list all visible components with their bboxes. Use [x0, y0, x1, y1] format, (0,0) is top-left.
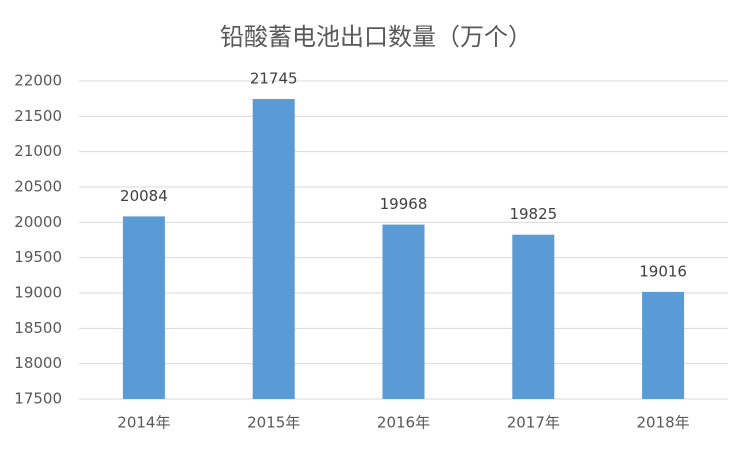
y-tick-label: 22000 — [14, 72, 62, 90]
y-tick-label: 18500 — [14, 319, 62, 337]
x-tick-label: 2015年 — [247, 414, 300, 432]
data-label: 19825 — [509, 205, 557, 223]
x-tick-label: 2017年 — [507, 414, 560, 432]
y-tick-label: 20500 — [14, 178, 62, 196]
bar — [122, 216, 165, 399]
bar — [512, 234, 555, 399]
data-label: 19968 — [380, 195, 428, 213]
y-tick-label: 18000 — [14, 354, 62, 372]
x-tick-label: 2016年 — [377, 414, 430, 432]
data-label: 19016 — [639, 262, 687, 280]
data-label: 21745 — [250, 70, 298, 88]
chart-title: 铅酸蓄电池出口数量（万个） — [220, 23, 532, 51]
bar — [382, 224, 425, 399]
y-tick-label: 19500 — [14, 248, 62, 266]
y-tick-label: 21500 — [14, 107, 62, 125]
bar — [642, 291, 685, 399]
y-tick-label: 21000 — [14, 142, 62, 160]
x-tick-label: 2018年 — [637, 414, 690, 432]
y-tick-label: 19000 — [14, 284, 62, 302]
data-label: 20084 — [120, 187, 168, 205]
y-tick-label: 20000 — [14, 213, 62, 231]
bar — [252, 99, 295, 400]
y-tick-label: 17500 — [14, 390, 62, 408]
x-tick-label: 2014年 — [117, 414, 170, 432]
